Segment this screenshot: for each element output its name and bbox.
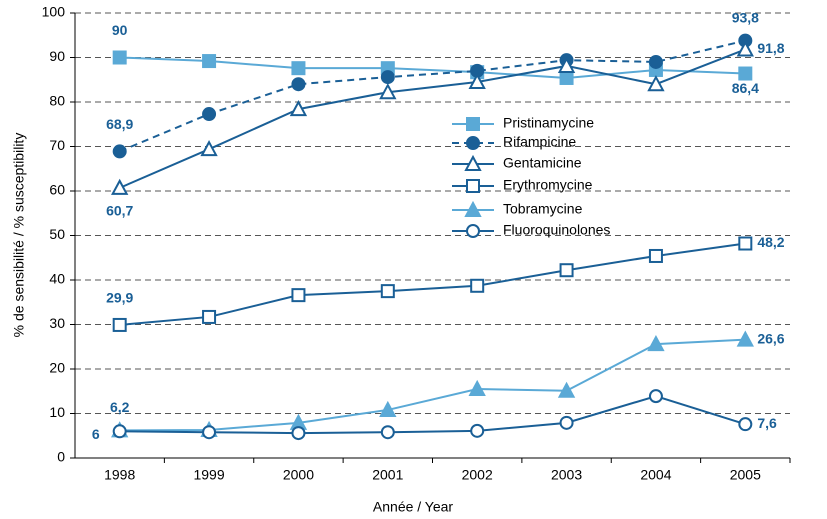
data-point — [557, 56, 576, 73]
value-label: 68,9 — [106, 116, 133, 132]
data-point — [468, 72, 486, 89]
value-label: 7,6 — [757, 415, 777, 431]
y-tick-label: 30 — [49, 315, 65, 331]
y-tick-label: 0 — [57, 449, 65, 465]
legend-label: Pristinamycine — [503, 115, 594, 131]
series-line — [119, 39, 746, 153]
series-line — [119, 242, 746, 326]
value-label: 48,2 — [757, 234, 784, 250]
data-point — [112, 144, 127, 159]
x-tick-label: 2001 — [372, 467, 403, 483]
value-label: 26,6 — [757, 330, 784, 346]
y-tick-label: 100 — [42, 4, 66, 20]
value-label: 86,4 — [732, 80, 759, 96]
legend-label: Fluoroquinolones — [503, 222, 610, 238]
x-tick-label: 2005 — [730, 467, 761, 483]
x-tick-label: 1998 — [104, 467, 135, 483]
y-tick-label: 60 — [49, 182, 65, 198]
series-line — [119, 338, 746, 432]
data-point — [468, 379, 486, 397]
x-tick-label: 2002 — [462, 467, 493, 483]
legend-label: Rifampicine — [503, 134, 576, 150]
data-point — [648, 248, 663, 263]
y-tick-label: 20 — [49, 360, 65, 376]
data-point — [291, 288, 306, 303]
data-point — [291, 426, 306, 441]
legend-marker — [464, 200, 482, 217]
data-point — [648, 389, 663, 404]
series-line — [119, 395, 746, 435]
data-point — [202, 107, 217, 122]
y-tick-label: 80 — [49, 93, 65, 109]
data-point — [111, 178, 129, 195]
data-point — [647, 75, 665, 92]
legend-marker — [466, 117, 480, 131]
data-point — [202, 425, 217, 440]
data-point — [470, 423, 485, 438]
value-label: 90 — [112, 22, 128, 38]
series-line — [119, 56, 746, 79]
y-tick-label: 10 — [49, 404, 65, 420]
value-label: 91,8 — [757, 40, 784, 56]
x-tick-label: 1999 — [193, 467, 224, 483]
data-point — [291, 61, 306, 76]
legend-label: Gentamicine — [503, 155, 582, 171]
legend-label: Erythromycine — [503, 177, 593, 193]
data-point — [202, 54, 217, 69]
y-tick-label: 70 — [49, 137, 65, 153]
data-point — [380, 284, 395, 299]
y-tick-label: 40 — [49, 271, 65, 287]
legend-marker — [466, 224, 480, 238]
x-tick-label: 2003 — [551, 467, 582, 483]
data-point — [470, 278, 485, 293]
data-point — [559, 263, 574, 278]
data-point — [648, 54, 663, 69]
data-point — [738, 66, 753, 81]
data-point — [200, 140, 218, 157]
data-point — [112, 424, 127, 439]
data-point — [738, 236, 753, 251]
data-point — [379, 400, 397, 417]
data-point — [736, 40, 754, 57]
data-point — [379, 83, 397, 100]
x-tick-label: 2004 — [640, 467, 671, 483]
series-line — [119, 48, 746, 189]
legend-label: Tobramycine — [503, 201, 583, 217]
x-tick-label: 2000 — [283, 467, 314, 483]
y-axis-label: % de sensibilité / % susceptibility — [11, 133, 27, 338]
value-label: 6,2 — [110, 399, 130, 415]
data-point — [647, 334, 665, 352]
data-point — [380, 425, 395, 440]
legend-marker — [466, 136, 480, 150]
data-point — [559, 70, 574, 85]
data-point — [557, 381, 576, 398]
data-point — [738, 417, 753, 432]
legend-marker — [464, 154, 482, 171]
y-tick-label: 50 — [49, 226, 65, 242]
data-point — [380, 70, 395, 85]
legend-marker — [466, 179, 480, 193]
value-label: 29,9 — [106, 290, 133, 306]
data-point — [112, 317, 127, 332]
data-point — [202, 309, 217, 324]
value-label: 60,7 — [106, 203, 133, 219]
value-label: 6 — [92, 426, 100, 442]
data-point — [291, 77, 306, 92]
data-point — [289, 100, 308, 117]
data-point — [559, 415, 574, 430]
y-tick-label: 90 — [49, 48, 65, 64]
x-axis-label: Année / Year — [373, 499, 454, 515]
data-point — [112, 50, 127, 65]
data-point — [736, 330, 754, 347]
value-label: 93,8 — [732, 9, 759, 25]
